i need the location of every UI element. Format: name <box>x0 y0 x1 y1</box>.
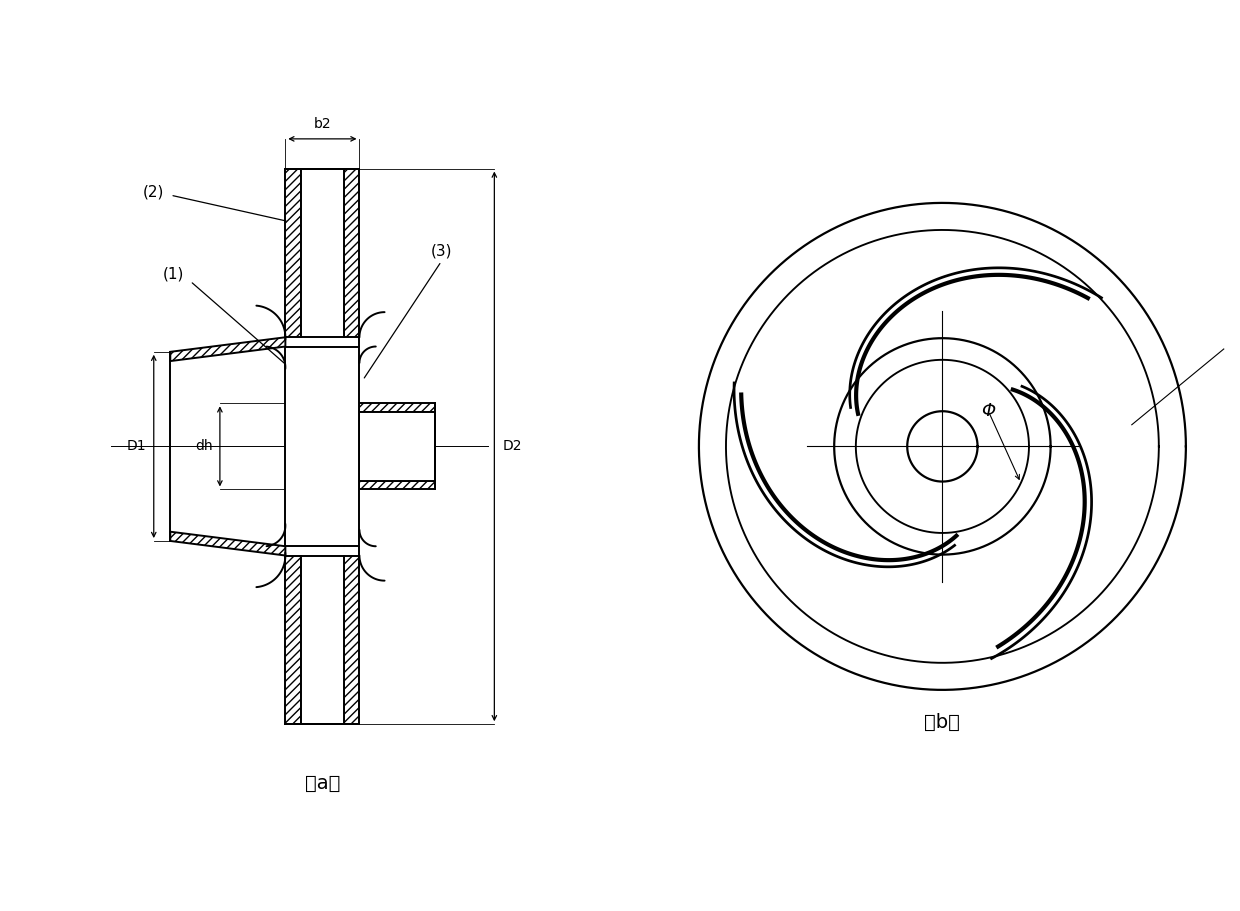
Text: (1): (1) <box>162 267 185 281</box>
Text: b2: b2 <box>314 117 331 131</box>
Text: Φ: Φ <box>981 403 996 420</box>
Text: （a）: （a） <box>305 774 340 793</box>
Text: dh: dh <box>196 439 213 454</box>
Polygon shape <box>360 412 435 481</box>
Text: (2): (2) <box>143 184 165 200</box>
Polygon shape <box>360 481 435 489</box>
Text: D2: D2 <box>502 439 522 454</box>
Text: D1: D1 <box>126 439 146 454</box>
Text: (3): (3) <box>430 244 453 259</box>
Polygon shape <box>360 404 435 412</box>
Polygon shape <box>285 556 301 724</box>
Polygon shape <box>170 337 285 361</box>
Polygon shape <box>343 169 360 337</box>
Polygon shape <box>301 169 343 337</box>
Polygon shape <box>285 169 301 337</box>
Polygon shape <box>170 532 285 556</box>
Polygon shape <box>285 346 360 547</box>
Polygon shape <box>301 556 343 724</box>
Text: （b）: （b） <box>925 712 960 732</box>
Polygon shape <box>343 556 360 724</box>
